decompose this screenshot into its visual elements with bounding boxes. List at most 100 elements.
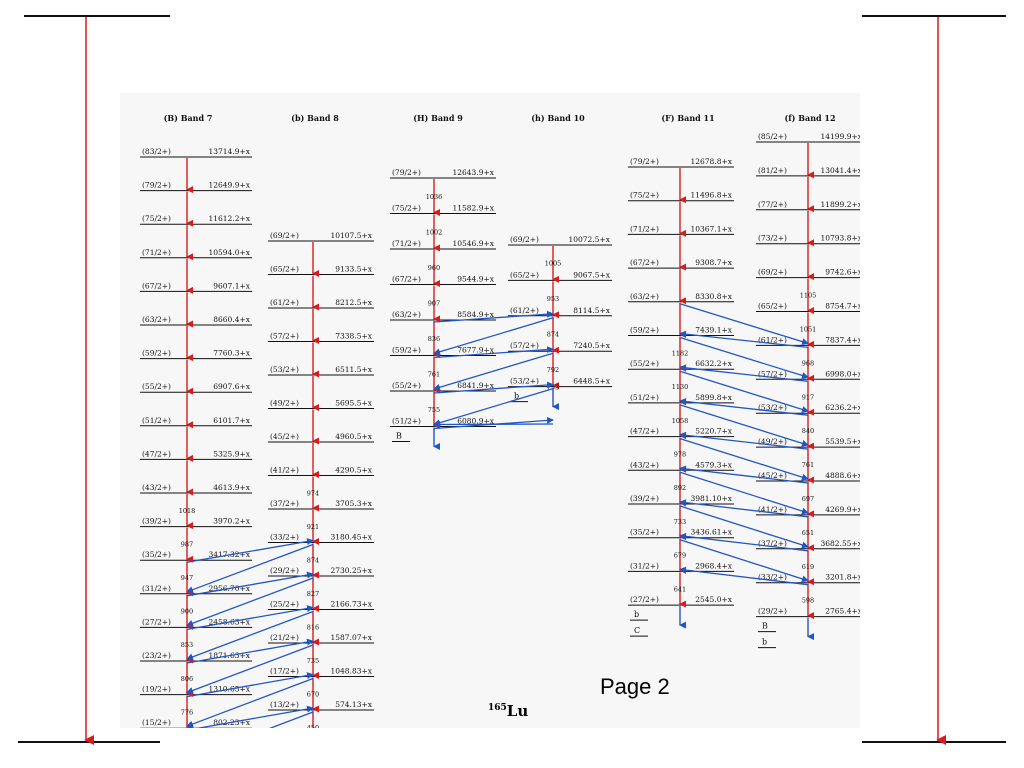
level-energy: 9067.5+x bbox=[573, 270, 611, 279]
level-spin: (67/2+) bbox=[630, 258, 659, 267]
gamma-energy: 641 bbox=[674, 585, 686, 593]
level-spin: (35/2+) bbox=[142, 550, 171, 559]
linking-transition bbox=[433, 346, 554, 359]
level-spin: (45/2+) bbox=[758, 471, 787, 480]
level-energy: 574.13+x bbox=[335, 700, 373, 709]
level-energy: 7837.4+x bbox=[825, 335, 860, 344]
gamma-energy: 598 bbox=[802, 597, 814, 605]
level-spin: (27/2+) bbox=[630, 595, 659, 604]
level-energy: 7760.3+x bbox=[213, 349, 251, 358]
linking-transition bbox=[679, 431, 809, 450]
level-spin: (15/2+) bbox=[142, 718, 171, 727]
gamma-energy: 960 bbox=[428, 264, 440, 272]
level-energy: 12649.9+x bbox=[208, 181, 250, 190]
level-spin: (29/2+) bbox=[270, 566, 299, 575]
level-spin: (59/2+) bbox=[630, 326, 659, 335]
linking-transition bbox=[679, 364, 809, 382]
feeder-label: b bbox=[634, 610, 639, 619]
level-energy: 3180.45+x bbox=[330, 533, 372, 542]
level-energy: 12643.9+x bbox=[452, 168, 494, 177]
band-title-12: (f) Band 12 bbox=[784, 113, 835, 123]
linking-transition bbox=[679, 404, 809, 447]
level-spin: (47/2+) bbox=[142, 449, 171, 458]
level-energy: 10793.8+x bbox=[820, 234, 860, 243]
level-energy: 8660.4+x bbox=[213, 315, 251, 324]
page-label: Page 2 bbox=[600, 674, 670, 699]
level-energy: 6841.9+x bbox=[457, 381, 495, 390]
level-spin: (79/2+) bbox=[392, 168, 421, 177]
level-spin: (55/2+) bbox=[392, 381, 421, 390]
linking-transition bbox=[679, 539, 809, 583]
level-spin: (13/2+) bbox=[270, 700, 299, 709]
level-energy: 5539.5+x bbox=[825, 437, 860, 446]
level-spin: (71/2+) bbox=[630, 224, 659, 233]
level-energy: 11612.2+x bbox=[208, 214, 250, 223]
linking-transition bbox=[186, 610, 314, 661]
level-spin: (23/2+) bbox=[142, 651, 171, 660]
level-spin: (67/2+) bbox=[392, 275, 421, 284]
level-spin: (75/2+) bbox=[630, 191, 659, 200]
linking-transition bbox=[433, 420, 554, 428]
level-energy: 10594.0+x bbox=[208, 248, 250, 257]
level-energy: 8584.9+x bbox=[457, 310, 495, 319]
level-spin: (35/2+) bbox=[630, 528, 659, 537]
linking-transition bbox=[679, 505, 809, 549]
gamma-energy: 874 bbox=[307, 556, 319, 564]
gamma-energy: 761 bbox=[802, 461, 814, 469]
level-energy: 3436.61+x bbox=[690, 528, 732, 537]
gamma-energy: 806 bbox=[181, 675, 193, 683]
gamma-energy: 792 bbox=[547, 366, 559, 374]
level-spin: (79/2+) bbox=[630, 157, 659, 166]
level-energy: 9133.5+x bbox=[335, 265, 373, 274]
gamma-energy: 761 bbox=[428, 370, 440, 378]
level-spin: (51/2+) bbox=[392, 417, 421, 426]
gamma-energy: 1005 bbox=[545, 260, 562, 268]
level-spin: (37/2+) bbox=[270, 499, 299, 508]
level-spin: (27/2+) bbox=[142, 617, 171, 626]
linking-transition bbox=[186, 705, 314, 731]
level-spin: (39/2+) bbox=[630, 494, 659, 503]
gamma-energy: 755 bbox=[428, 406, 440, 414]
nucleus-label: 165Lu bbox=[488, 702, 528, 720]
level-spin: (61/2+) bbox=[758, 335, 787, 344]
level-energy: 9544.9+x bbox=[457, 275, 495, 284]
level-spin: (43/2+) bbox=[142, 483, 171, 492]
feeder-label: C bbox=[634, 626, 640, 635]
level-energy: 13714.9+x bbox=[208, 147, 250, 156]
level-spin: (31/2+) bbox=[142, 584, 171, 593]
level-energy: 3705.3+x bbox=[335, 499, 373, 508]
gamma-energy: 1018 bbox=[179, 507, 196, 515]
level-energy: 2968.4+x bbox=[695, 561, 733, 570]
gamma-energy: 953 bbox=[547, 295, 559, 303]
gamma-energy: 907 bbox=[428, 299, 440, 307]
feeder-label: b bbox=[762, 638, 767, 647]
level-energy: 2730.25+x bbox=[330, 566, 372, 575]
level-spin: (55/2+) bbox=[142, 382, 171, 391]
band-title-10: (h) Band 10 bbox=[531, 113, 585, 123]
gamma-energy: 697 bbox=[802, 495, 814, 503]
gamma-energy: 450 bbox=[307, 724, 319, 728]
gamma-energy: 974 bbox=[307, 489, 319, 497]
level-energy: 10367.1+x bbox=[690, 224, 732, 233]
nucleus-symbol: Lu bbox=[506, 702, 529, 720]
level-spin: (21/2+) bbox=[270, 633, 299, 642]
linking-transition bbox=[186, 711, 314, 761]
linking-transition bbox=[186, 672, 314, 698]
level-energy: 5695.5+x bbox=[335, 399, 373, 408]
level-spin: (57/2+) bbox=[758, 369, 787, 378]
level-energy: 7240.5+x bbox=[573, 341, 611, 350]
gamma-energy: 987 bbox=[181, 540, 193, 548]
linking-transition bbox=[433, 352, 554, 391]
level-energy: 11496.8+x bbox=[690, 191, 732, 200]
linking-transition bbox=[679, 303, 809, 345]
gamma-energy: 978 bbox=[674, 450, 686, 458]
level-spin: (63/2+) bbox=[392, 310, 421, 319]
gamma-energy: 827 bbox=[307, 590, 319, 598]
level-spin: (55/2+) bbox=[630, 359, 659, 368]
level-spin: (85/2+) bbox=[758, 132, 787, 141]
level-spin: (53/2+) bbox=[758, 403, 787, 412]
linking-transition bbox=[186, 543, 314, 593]
level-scheme: (B) Band 7 (83/2+) 13714.9+x (79/2+) 12649.9… bbox=[140, 113, 864, 768]
level-energy: 5325.9+x bbox=[213, 449, 251, 458]
